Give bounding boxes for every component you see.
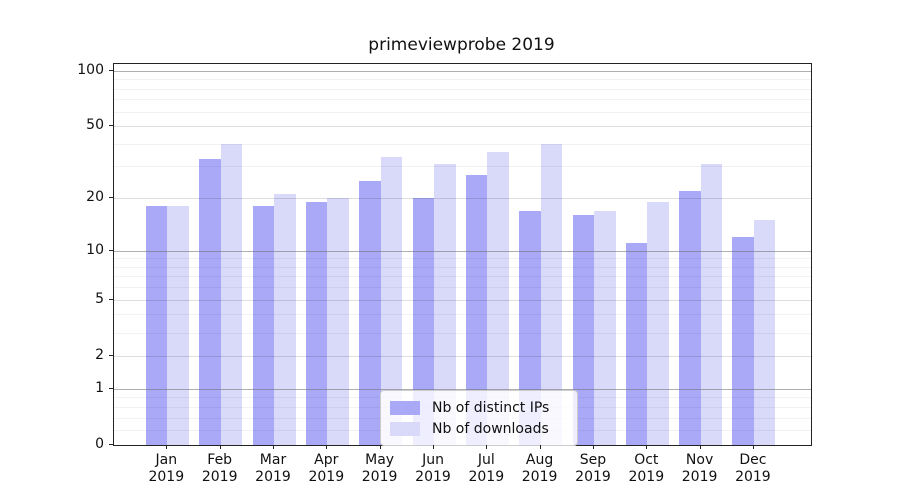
gridline-y-3 [114,332,811,334]
bar-feb-distinct-ips [199,158,221,445]
gridline-y-100 [114,70,811,72]
x-tick-mark [273,445,274,449]
x-tick-label-aug: Aug 2019 [521,452,558,485]
y-tick-mark [109,249,113,251]
legend-label-downloads: Nb of downloads [432,420,549,437]
x-tick-mark [646,445,648,449]
x-tick-mark [539,445,541,449]
bar-jul-downloads [487,152,509,445]
chart-title: primeviewprobe 2019 [368,35,555,55]
y-tick-label-20: 20 [86,189,104,205]
gridline-y-70 [114,99,811,101]
gridline-y-50 [114,126,811,127]
y-tick-mark [109,298,113,300]
gridline-y-10 [114,250,811,252]
bar-feb-downloads [220,143,243,445]
legend-swatch-downloads [390,421,420,436]
x-tick-label-dec: Dec 2019 [735,452,771,485]
x-tick-label-feb: Feb 2019 [201,452,238,485]
bar-may-downloads [380,156,403,445]
bar-mar-distinct-ips [252,206,274,445]
x-tick-mark [379,445,381,449]
x-tick-label-apr: Apr 2019 [308,452,345,485]
x-tick-label-oct: Oct 2019 [628,452,665,485]
x-tick-label-mar: Mar 2019 [255,452,291,485]
gridline-y-7 [114,276,811,278]
gridline-y-60 [114,111,811,113]
bar-oct-downloads [647,202,669,445]
y-tick-mark [109,354,113,356]
bar-dec-distinct-ips [732,236,754,445]
legend-item-distinct-ips: Nb of distinct IPs [390,397,569,418]
bar-sep-downloads [594,210,616,445]
y-tick-mark [109,444,113,445]
y-tick-label-50: 50 [86,117,104,133]
legend-item-downloads: Nb of downloads [390,418,569,439]
bar-may-distinct-ips [359,180,381,445]
x-tick-mark [752,445,754,449]
legend-label-distinct-ips: Nb of distinct IPs [432,399,550,416]
legend: Nb of distinct IPs Nb of downloads [380,390,578,446]
gridline-y-1 [114,388,811,390]
bar-jan-distinct-ips [145,206,168,445]
bars-layer [114,64,811,445]
gridline-y-9 [114,258,811,260]
bar-sep-distinct-ips [572,215,594,445]
gridline-y-2 [114,355,811,357]
gridline-y-4 [114,314,811,316]
bar-nov-downloads [700,163,723,445]
bar-dec-downloads [753,220,776,445]
bar-nov-distinct-ips [679,190,701,445]
gridline-y-30 [114,166,811,168]
y-tick-label-2: 2 [95,346,104,363]
gridline-y-6 [114,287,811,289]
y-tick-mark [109,125,113,126]
bar-aug-downloads [540,143,563,445]
x-tick-label-may: May 2019 [361,452,398,485]
y-tick-label-1: 1 [95,379,104,396]
bar-aug-distinct-ips [519,210,541,445]
y-tick-label-100: 100 [77,61,104,78]
x-tick-label-jan: Jan 2019 [148,452,185,485]
grid-layer [114,64,811,445]
gridline-y-40 [114,143,811,145]
x-tick-label-nov: Nov 2019 [681,452,718,485]
x-tick-mark [699,445,701,449]
x-tick-mark [486,445,488,449]
gridline-y-80 [114,88,811,90]
x-tick-label-jul: Jul 2019 [468,452,505,485]
y-tick-mark [109,69,113,71]
y-tick-mark [109,387,113,389]
y-tick-label-10: 10 [86,241,104,258]
x-tick-mark [593,445,594,449]
gridline-y-90 [114,79,811,81]
x-tick-label-sep: Sep 2019 [575,452,611,485]
gridline-y-5 [114,299,811,301]
bar-jun-distinct-ips [412,198,434,445]
bar-jun-downloads [434,163,456,445]
bar-jul-distinct-ips [465,174,488,445]
y-tick-mark [109,197,113,198]
x-tick-label-jun: Jun 2019 [415,452,451,485]
bar-oct-distinct-ips [625,243,648,445]
y-tick-label-5: 5 [95,290,104,307]
legend-swatch-distinct-ips [390,400,420,415]
x-tick-mark [166,445,168,449]
bar-mar-downloads [274,194,296,445]
y-tick-label-0: 0 [95,436,104,452]
x-tick-mark [219,445,221,449]
plot-area: Nb of distinct IPs Nb of downloads [113,63,812,446]
bar-apr-distinct-ips [305,202,328,445]
x-tick-mark [326,445,328,449]
gridline-y-20 [114,198,811,199]
bar-apr-downloads [327,198,349,445]
gridline-y-8 [114,266,811,268]
x-tick-mark [433,445,434,449]
bar-jan-downloads [167,206,189,445]
